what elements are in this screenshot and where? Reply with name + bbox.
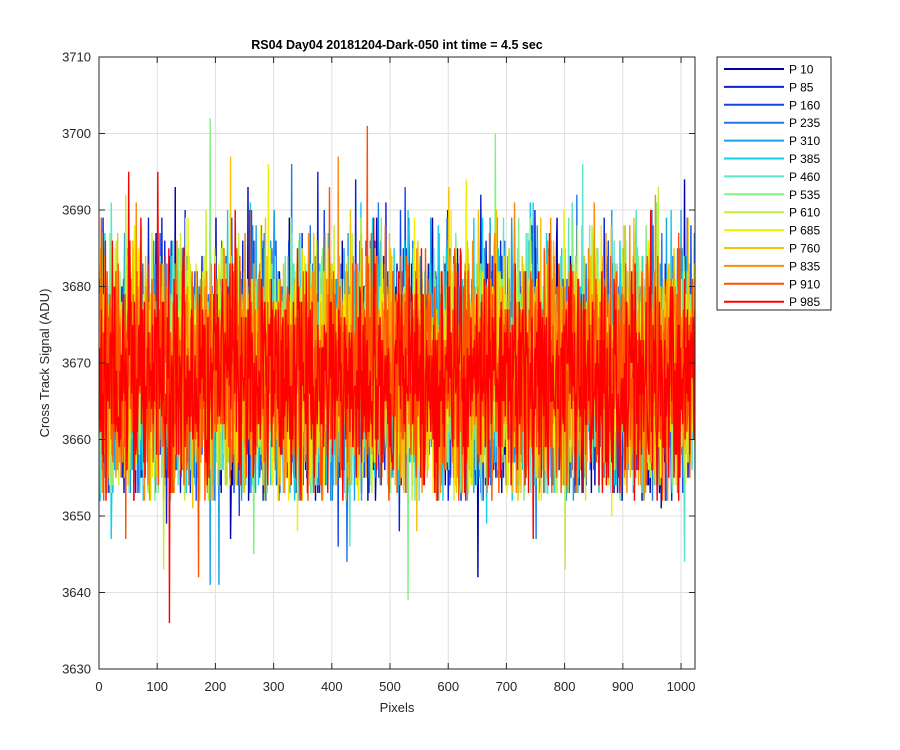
y-tick-label: 3680 <box>62 279 91 294</box>
series-line-p910 <box>99 125 695 578</box>
legend-label: P 685 <box>789 224 820 238</box>
legend-label: P 385 <box>789 152 820 166</box>
axis-ticks: 0 100 200 300 400 500 600 700 800 900 1000 3630 3640… <box>62 50 695 695</box>
legend-label: P 160 <box>789 98 820 112</box>
y-tick-label: 3650 <box>62 509 91 524</box>
x-tick-label: 400 <box>321 679 343 694</box>
legend-label: P 985 <box>789 295 820 309</box>
legend-label: P 460 <box>789 170 820 184</box>
x-tick-label: 600 <box>437 679 459 694</box>
legend-label: P 910 <box>789 277 820 291</box>
legend-label: P 835 <box>789 259 820 273</box>
x-tick-label: 1000 <box>667 679 696 694</box>
legend-label: P 610 <box>789 206 820 220</box>
y-tick-label: 3660 <box>62 432 91 447</box>
y-tick-label: 3640 <box>62 585 91 600</box>
legend-label: P 235 <box>789 116 820 130</box>
series-line-p985 <box>99 171 695 624</box>
y-tick-label: 3700 <box>62 126 91 141</box>
x-tick-label: 200 <box>205 679 227 694</box>
legend-label: P 760 <box>789 242 820 256</box>
chart-title: RS04 Day04 20181204-Dark-050 int time = … <box>251 38 543 52</box>
y-tick-label: 3630 <box>62 662 91 677</box>
legend-label: P 10 <box>789 63 814 77</box>
y-tick-label: 3710 <box>62 50 91 65</box>
x-tick-label: 500 <box>379 679 401 694</box>
x-tick-label: 800 <box>554 679 576 694</box>
x-tick-label: 900 <box>612 679 634 694</box>
legend-label: P 310 <box>789 134 820 148</box>
x-axis-label: Pixels <box>380 700 415 715</box>
y-tick-label: 3690 <box>62 203 91 218</box>
legend-box <box>716 56 832 311</box>
x-tick-label: 300 <box>263 679 285 694</box>
series-lines <box>99 118 695 624</box>
y-axis-label: Cross Track Signal (ADU) <box>37 289 52 438</box>
x-tick-label: 700 <box>496 679 518 694</box>
legend-label: P 85 <box>789 80 814 94</box>
x-tick-label: 100 <box>146 679 168 694</box>
legend-label: P 535 <box>789 188 820 202</box>
y-tick-label: 3670 <box>62 356 91 371</box>
x-tick-label: 0 <box>95 679 102 694</box>
legend: P 10 P 85 P 160 P 235 P 310 P 385 P 460 P 535 P … <box>716 56 832 311</box>
